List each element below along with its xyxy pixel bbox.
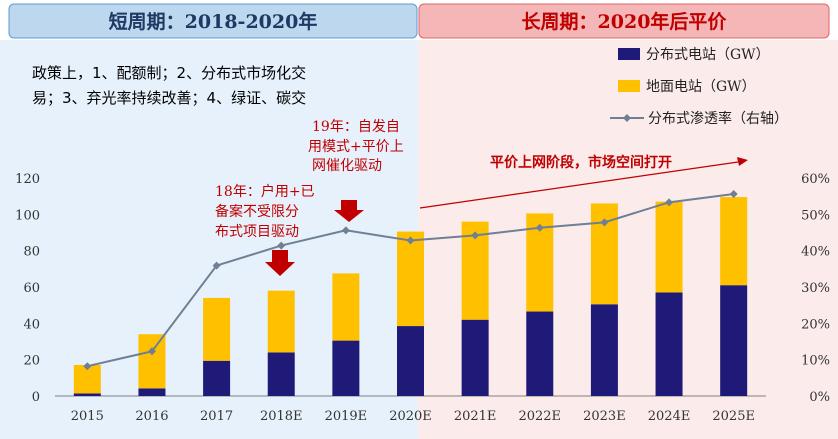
penetration-point	[406, 236, 415, 245]
penetration-point	[535, 223, 544, 232]
short-period-header: 短周期：2018-2020年	[109, 10, 318, 33]
bar-distributed	[138, 388, 166, 396]
annotation-2019-line3: 网催化驱动	[312, 158, 382, 174]
bar-distributed	[332, 340, 360, 396]
penetration-point	[471, 231, 480, 240]
bar-distributed	[720, 285, 748, 396]
bar-distributed	[267, 352, 295, 396]
y-left-tick-label: 40	[23, 317, 40, 332]
legend-marker-penetration	[623, 114, 631, 122]
penetration-point	[600, 218, 609, 227]
bar-distributed	[461, 319, 489, 396]
legend-label-ground: 地面电站（GW）	[646, 79, 756, 95]
y-left-tick-label: 120	[15, 172, 40, 187]
annotation-2018-line2: 备案不受限分	[215, 203, 299, 220]
annotation-parity: 平价上网阶段，市场空间打开	[490, 154, 672, 171]
annotation-2018-line1: 18年：户用+已	[215, 183, 315, 200]
arrow-down-2019-icon	[334, 200, 364, 222]
bar-ground	[720, 197, 748, 286]
bar-distributed	[590, 304, 618, 396]
bar-ground	[138, 334, 166, 389]
long-period-header: 长周期：2020年后平价	[522, 10, 728, 33]
arrow-down-2018-icon	[265, 250, 295, 276]
x-tick-label: 2015	[71, 409, 104, 424]
legend-label-penetration: 分布式渗透率（右轴）	[648, 110, 788, 127]
y-left-tick-label: 100	[15, 208, 40, 223]
penetration-line-layer	[83, 189, 738, 371]
x-ticks: 2015 2016 2017 2018E 2019E 2020E 2021E 2022E 202…	[71, 409, 755, 424]
x-tick-label: 2018E	[260, 409, 303, 424]
x-tick-label: 2017	[200, 409, 233, 424]
y-left-tick-label: 60	[23, 281, 40, 296]
y-left-ticks: 0 20 40 60 80 100 120	[15, 172, 40, 405]
x-tick-label: 2021E	[454, 409, 497, 424]
trend-arrow-head-icon	[737, 157, 748, 166]
x-tick-label: 2020E	[389, 409, 432, 424]
long-period-header-box	[418, 3, 830, 39]
annotation-2019-line2: 用模式+平价上	[308, 139, 404, 155]
y-right-tick-label: 60%	[801, 172, 830, 187]
y-left-tick-label: 0	[32, 390, 40, 405]
penetration-point	[665, 198, 674, 207]
y-right-tick-label: 0%	[809, 390, 830, 405]
x-tick-label: 2023E	[583, 409, 626, 424]
legend-swatch-ground	[618, 80, 640, 92]
bar-distributed	[397, 326, 424, 396]
x-tick-label: 2024E	[648, 409, 691, 424]
bar-ground	[397, 231, 424, 327]
annotation-2018-line3: 布式项目驱动	[215, 224, 299, 240]
penetration-point	[341, 226, 350, 235]
policy-note-line2: 易；3、弃光率持续改善；4、绿证、碳交	[32, 89, 306, 107]
y-right-ticks: 0% 10% 20% 30% 40% 50% 60%	[801, 172, 830, 405]
bars	[73, 197, 748, 396]
y-right-tick-label: 20%	[801, 317, 830, 332]
y-right-tick-label: 50%	[801, 208, 830, 223]
short-period-header-box	[8, 3, 418, 39]
x-tick-label: 2022E	[518, 409, 561, 424]
bar-distributed	[73, 393, 101, 396]
legend-swatch-distributed	[618, 48, 640, 60]
bar-ground	[655, 201, 683, 293]
y-right-tick-label: 30%	[801, 281, 830, 296]
bar-distributed	[655, 292, 683, 396]
bar-ground	[332, 273, 360, 341]
y-right-tick-label: 40%	[801, 245, 830, 260]
penetration-point	[147, 347, 156, 356]
bar-distributed	[203, 360, 231, 396]
penetration-point	[729, 189, 738, 198]
trend-arrow-line	[419, 161, 739, 209]
y-right-tick-label: 10%	[801, 354, 830, 369]
x-tick-label: 2016	[135, 409, 168, 424]
penetration-point	[212, 261, 221, 270]
x-tick-label: 2025E	[712, 409, 755, 424]
bar-ground	[267, 290, 295, 353]
penetration-point	[83, 362, 92, 371]
y-left-tick-label: 20	[23, 354, 40, 369]
y-left-tick-label: 80	[23, 245, 40, 260]
legend-label-distributed: 分布式电站（GW）	[646, 47, 770, 63]
bar-ground	[203, 297, 231, 361]
bar-distributed	[526, 311, 554, 396]
penetration-point	[277, 241, 286, 250]
annotation-2019-line1: 19年：自发自	[312, 119, 400, 135]
x-tick-label: 2019E	[325, 409, 368, 424]
policy-note-line1: 政策上，1、配额制；2、分布式市场化交	[32, 64, 306, 82]
